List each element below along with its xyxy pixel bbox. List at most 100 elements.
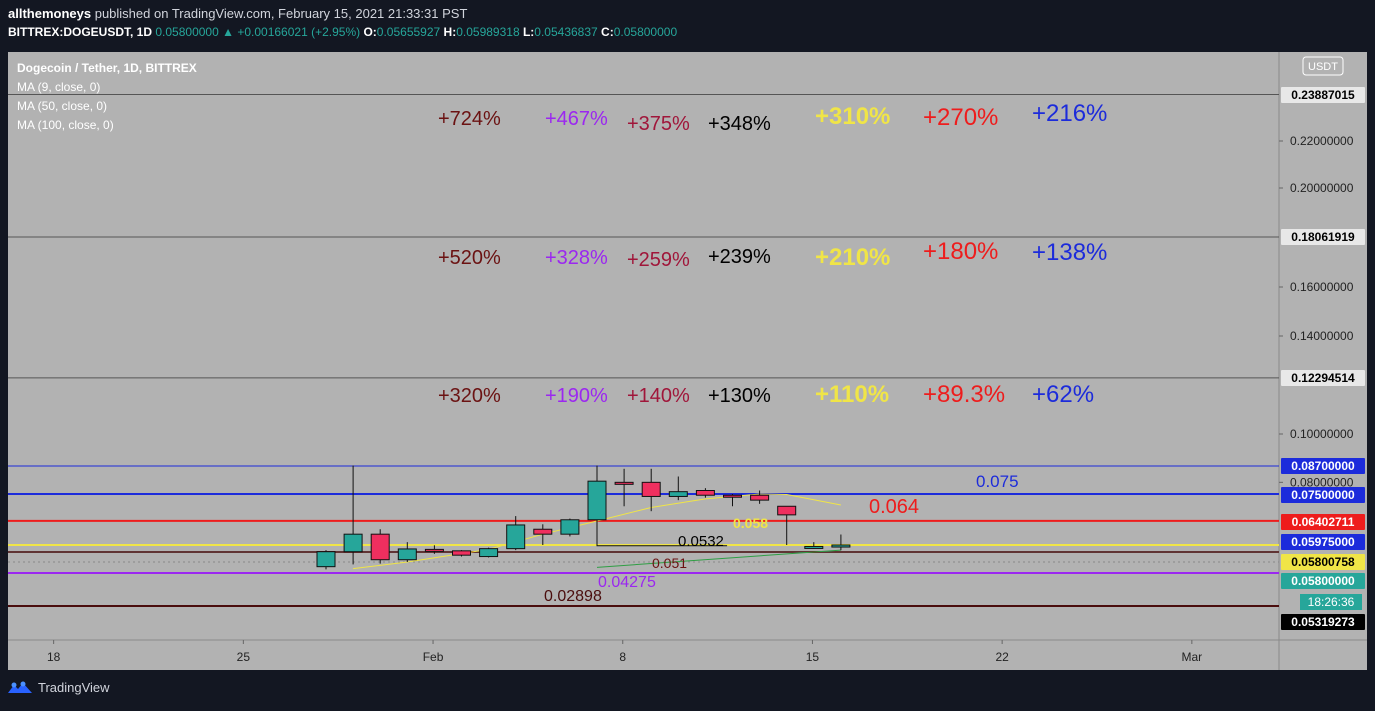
level-label: 0.058 xyxy=(733,515,768,531)
percent-label: +270% xyxy=(923,104,998,131)
time-tick-label: Mar xyxy=(1182,650,1203,664)
level-label: 0.02898 xyxy=(544,588,602,605)
time-tick-label: Feb xyxy=(423,650,444,664)
level-label: 0.075 xyxy=(976,472,1019,491)
candle-body[interactable] xyxy=(560,519,580,535)
open-label: O: xyxy=(363,25,377,39)
legend-indicator[interactable]: MA (100, close, 0) xyxy=(17,118,114,132)
level-label: 0.051 xyxy=(652,555,687,571)
percent-label: +89.3% xyxy=(923,381,1005,408)
percent-label: +375% xyxy=(627,113,690,135)
legend-title[interactable]: Dogecoin / Tether, 1D, BITTREX xyxy=(17,61,197,75)
candle-body[interactable] xyxy=(397,548,417,561)
annotation-bracket xyxy=(596,542,728,547)
price-tag[interactable] xyxy=(1281,554,1365,570)
time-tick-label: 8 xyxy=(619,650,626,664)
currency-badge[interactable] xyxy=(1302,56,1344,76)
candle-body[interactable] xyxy=(804,545,824,549)
plot-area[interactable] xyxy=(8,52,1279,640)
moving-average-line[interactable] xyxy=(596,549,841,568)
price-tag-label: 0.06402711 xyxy=(1292,515,1355,529)
publisher-line: allthemoneys published on TradingView.co… xyxy=(8,6,467,21)
candle-body[interactable] xyxy=(641,481,661,497)
candle-body[interactable] xyxy=(777,505,797,516)
candle-body[interactable] xyxy=(750,494,770,501)
percent-label: +216% xyxy=(1032,100,1107,127)
candle-body[interactable] xyxy=(370,533,390,561)
price-tick-label: 0.14000000 xyxy=(1290,329,1354,343)
price-tick-label: 0.16000000 xyxy=(1290,280,1354,294)
price-tag-label: 0.08700000 xyxy=(1291,459,1355,473)
time-axis[interactable] xyxy=(8,640,1367,670)
candle-body[interactable] xyxy=(343,533,363,553)
moving-average-line[interactable] xyxy=(353,493,841,570)
price-tick-label: 0.08000000 xyxy=(1290,475,1354,489)
percent-label: +467% xyxy=(545,108,608,130)
legend-indicator[interactable]: MA (50, close, 0) xyxy=(17,99,107,113)
price-tag[interactable] xyxy=(1281,87,1365,103)
price-tick-label: 0.22000000 xyxy=(1290,134,1354,148)
price-tag[interactable] xyxy=(1281,573,1365,589)
price-tag[interactable] xyxy=(1281,487,1365,503)
price-tag[interactable] xyxy=(1281,614,1365,630)
high-value: 0.05989318 xyxy=(456,25,520,39)
candle-body[interactable] xyxy=(533,528,553,535)
price-tag-label: 0.12294514 xyxy=(1291,371,1355,385)
candle-body[interactable] xyxy=(479,548,499,558)
publisher-name[interactable]: allthemoneys xyxy=(8,6,92,21)
time-tick-label: 22 xyxy=(995,650,1009,664)
time-tick-label: 25 xyxy=(237,650,251,664)
time-tick-label: 15 xyxy=(806,650,820,664)
legend-indicator[interactable]: MA (9, close, 0) xyxy=(17,80,100,94)
percent-label: +328% xyxy=(545,247,608,269)
percent-label: +259% xyxy=(627,249,690,271)
price-tick-label: 0.20000000 xyxy=(1290,181,1354,195)
level-label: 0.064 xyxy=(869,496,919,518)
price-tag-label: 0.05800000 xyxy=(1291,574,1355,588)
price-tag-label: 0.05800758 xyxy=(1291,555,1355,569)
price-tick-label: 0.10000000 xyxy=(1290,427,1354,441)
price-tag[interactable] xyxy=(1281,229,1365,245)
price-tag-label: 0.05975000 xyxy=(1291,535,1355,549)
price-tag-label: 0.18061919 xyxy=(1291,230,1355,244)
candle-body[interactable] xyxy=(452,550,471,556)
percent-label: +239% xyxy=(708,246,771,268)
countdown-label: 18:26:36 xyxy=(1308,595,1355,609)
tradingview-logo-icon[interactable] xyxy=(8,681,32,695)
percent-label: +520% xyxy=(438,247,501,269)
tradingview-brand[interactable]: TradingView xyxy=(38,680,110,695)
percent-label: +62% xyxy=(1032,381,1094,408)
percent-label: +310% xyxy=(815,103,890,130)
price-tag[interactable] xyxy=(1281,458,1365,474)
candle-body[interactable] xyxy=(695,490,715,496)
candle-body[interactable] xyxy=(587,480,607,521)
percent-label: +320% xyxy=(438,385,501,407)
percent-label: +724% xyxy=(438,108,501,130)
symbol-name[interactable]: BITTREX:DOGEUSDT, 1D xyxy=(8,25,153,39)
low-value: 0.05436837 xyxy=(534,25,598,39)
price-tag-label: 0.05319273 xyxy=(1291,615,1355,629)
percent-label: +180% xyxy=(923,238,998,265)
percent-label: +110% xyxy=(815,381,889,408)
candle-body[interactable] xyxy=(723,494,742,498)
currency-badge-label: USDT xyxy=(1308,61,1338,73)
candle-body[interactable] xyxy=(316,551,336,568)
candle-body[interactable] xyxy=(668,491,688,497)
percent-label: +138% xyxy=(1032,239,1107,266)
high-label: H: xyxy=(443,25,457,39)
countdown-tag xyxy=(1300,594,1362,610)
candle-body[interactable] xyxy=(831,544,851,548)
symbol-info-bar: BITTREX:DOGEUSDT, 1D 0.05800000 ▲ +0.001… xyxy=(8,25,677,39)
close-label: C: xyxy=(601,25,614,39)
time-tick-label: 18 xyxy=(47,650,61,664)
price-tag[interactable] xyxy=(1281,514,1365,530)
level-label: 0.04275 xyxy=(598,574,656,591)
candle-body[interactable] xyxy=(506,524,526,550)
publish-info: published on TradingView.com, February 1… xyxy=(94,6,468,21)
price-tag[interactable] xyxy=(1281,534,1365,550)
candle-body[interactable] xyxy=(614,481,634,485)
percent-label: +190% xyxy=(545,385,608,407)
price-tag[interactable] xyxy=(1281,370,1365,386)
candle-body[interactable] xyxy=(424,548,444,552)
